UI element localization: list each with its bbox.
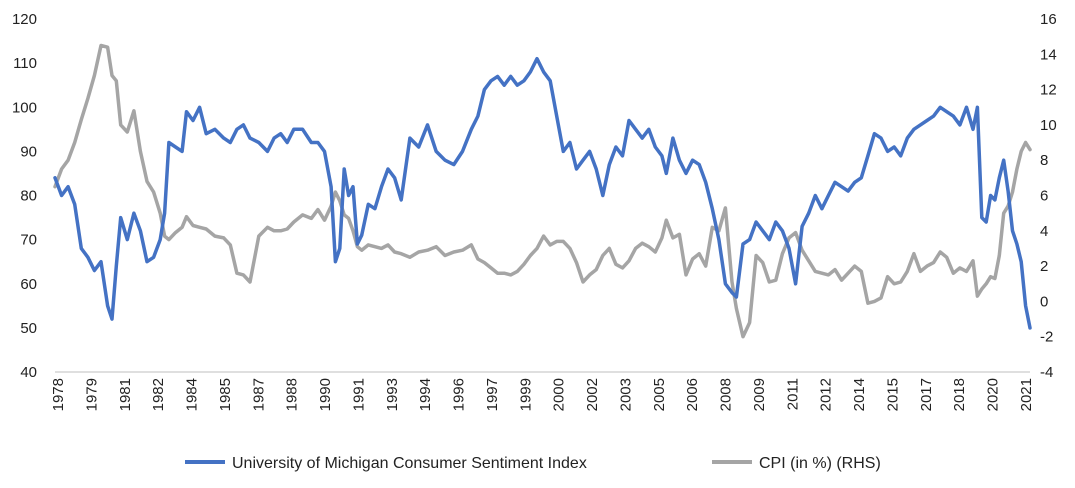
legend-label-cpi: CPI (in %) (RHS) bbox=[759, 455, 881, 472]
x-tick-label: 2021 bbox=[1018, 378, 1035, 411]
axis-layer: 40 50 60 70 80 90 100 110 120 -4 -2 0 2 4 6 8 10 12 14 16 19… bbox=[12, 11, 1057, 411]
y-left-tick-label: 110 bbox=[13, 55, 37, 72]
x-tick-label: 2011 bbox=[784, 378, 801, 410]
y-right-tick-label: 8 bbox=[1040, 152, 1048, 169]
x-tick-label: 1999 bbox=[517, 378, 534, 411]
y-left-tick-label: 120 bbox=[12, 11, 37, 28]
x-tick-label: 1987 bbox=[250, 378, 267, 411]
y-right-tick-label: 6 bbox=[1040, 188, 1048, 205]
x-tick-label: 2015 bbox=[884, 378, 901, 411]
x-tick-label: 2005 bbox=[651, 378, 668, 411]
y-right-tick-label: 12 bbox=[1040, 82, 1057, 99]
y-right-tick-label: 16 bbox=[1040, 11, 1057, 28]
y-left-tick-label: 40 bbox=[20, 364, 37, 381]
x-tick-label: 2020 bbox=[985, 378, 1002, 411]
y-left-tick-label: 80 bbox=[20, 188, 37, 205]
x-tick-label: 2008 bbox=[718, 378, 735, 411]
x-tick-label: 1982 bbox=[150, 378, 167, 411]
x-tick-label: 1981 bbox=[117, 378, 134, 411]
series-layer bbox=[53, 43, 1032, 339]
y-right-tick-label: 10 bbox=[1040, 117, 1057, 134]
y-left-tick-label: 60 bbox=[20, 276, 37, 293]
x-tick-label: 2018 bbox=[951, 378, 968, 411]
x-tick-label: 2000 bbox=[551, 378, 568, 411]
x-tick-label: 1994 bbox=[417, 378, 434, 411]
y-left-tick-label: 100 bbox=[12, 99, 37, 116]
x-tick-label: 1988 bbox=[284, 378, 301, 411]
x-tick-label: 1984 bbox=[184, 378, 201, 411]
x-tick-label: 2009 bbox=[751, 378, 768, 411]
y-right-tick-label: -4 bbox=[1040, 364, 1053, 381]
x-tick-label: 1993 bbox=[384, 378, 401, 411]
x-tick-label: 2014 bbox=[851, 378, 868, 411]
x-tick-label: 2003 bbox=[617, 378, 634, 411]
x-tick-label: 1978 bbox=[50, 378, 67, 411]
y-right-tick-label: 0 bbox=[1040, 293, 1048, 310]
x-tick-label: 1996 bbox=[451, 378, 468, 411]
y-right-tick-label: 14 bbox=[1040, 46, 1057, 63]
x-tick-label: 2002 bbox=[584, 378, 601, 411]
x-tick-label: 1991 bbox=[350, 378, 367, 411]
y-right-tick-label: 4 bbox=[1040, 223, 1048, 240]
x-tick-label: 2006 bbox=[684, 378, 701, 411]
x-tick-label: 1990 bbox=[317, 378, 334, 411]
series-line-cpi bbox=[53, 43, 1032, 339]
x-tick-label: 2017 bbox=[918, 378, 935, 411]
x-tick-label: 1979 bbox=[83, 378, 100, 411]
y-right-tick-label: 2 bbox=[1040, 258, 1048, 275]
legend: University of Michigan Consumer Sentimen… bbox=[185, 455, 881, 472]
x-tick-label: 2012 bbox=[818, 378, 835, 411]
x-tick-label: 1997 bbox=[484, 378, 501, 411]
x-tick-label: 1985 bbox=[217, 378, 234, 411]
y-right-tick-label: -2 bbox=[1040, 329, 1053, 346]
series-line-sentiment bbox=[53, 56, 1032, 330]
y-left-tick-label: 90 bbox=[20, 143, 37, 160]
y-left-tick-label: 50 bbox=[20, 320, 37, 337]
y-left-tick-label: 70 bbox=[20, 232, 37, 249]
legend-label-sentiment: University of Michigan Consumer Sentimen… bbox=[232, 455, 587, 472]
